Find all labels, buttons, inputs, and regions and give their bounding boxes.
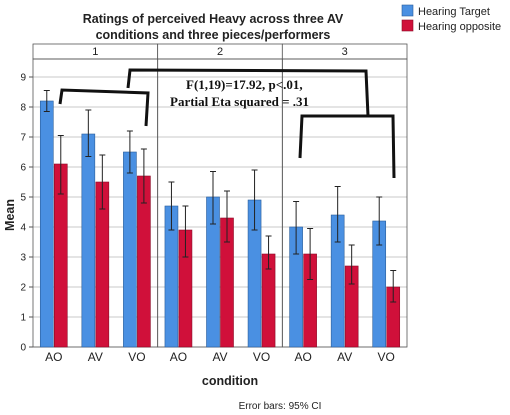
- y-tick-label-1: 1: [20, 313, 26, 324]
- legend: Hearing Target Hearing opposite: [401, 4, 501, 33]
- y-tick-label-3: 3: [20, 253, 26, 264]
- legend-swatch-hearing-opposite: [401, 19, 414, 32]
- annotation-stat-line-2: Partial Eta squared = .31: [170, 94, 309, 109]
- legend-label-hearing-target: Hearing Target: [418, 6, 490, 18]
- bar-panel1-av-hearing-target: [81, 133, 96, 348]
- x-tick-label-panel3-ao: AO: [294, 350, 311, 364]
- y-tick-label-4: 4: [20, 223, 26, 234]
- y-tick-label-0: 0: [20, 343, 26, 354]
- chart-title-line-2: conditions and three pieces/performers: [96, 28, 331, 42]
- x-tick-label-panel2-ao: AO: [170, 350, 187, 364]
- chart-title-line-1: Ratings of perceived Heavy across three …: [83, 12, 344, 26]
- x-tick-label-panel3-av: AV: [337, 350, 352, 364]
- legend-swatch-hearing-target: [401, 4, 414, 17]
- plot-area: 1 AO AV VO 2 AO AV VO 3 AO AV VO 0 1 2 3 4 5 6 7 8 9: [20, 43, 408, 364]
- annotation-stat-line-1: F(1,19)=17.92, p<.01,: [186, 77, 303, 92]
- x-axis-label: condition: [202, 374, 258, 388]
- x-tick-label-panel2-av: AV: [212, 350, 227, 364]
- y-tick-label-5: 5: [20, 193, 26, 204]
- panel-label-3: 3: [342, 46, 348, 58]
- y-tick-label-9: 9: [20, 73, 26, 84]
- footnote: Error bars: 95% CI: [239, 401, 322, 412]
- hand-drawn-annotation: F(1,19)=17.92, p<.01, Partial Eta square…: [58, 68, 396, 179]
- bar-panel1-vo-hearing-target: [123, 151, 137, 348]
- x-tick-label-panel2-vo: VO: [253, 350, 270, 364]
- y-tick-label-7: 7: [20, 133, 26, 144]
- annotation-bracket-right: [298, 114, 396, 179]
- annotation-bracket-top: [126, 68, 370, 117]
- legend-label-hearing-opposite: Hearing opposite: [418, 21, 501, 33]
- panel-frame-3: [281, 58, 408, 348]
- panel-label-2: 2: [217, 46, 223, 58]
- x-tick-label-panel3-vo: VO: [378, 350, 395, 364]
- y-axis-label: Mean: [3, 199, 17, 231]
- y-tick-label-6: 6: [20, 163, 26, 174]
- bar-panel1-ao-hearing-target: [39, 100, 54, 348]
- annotation-bracket-left: [58, 88, 150, 127]
- y-tick-label-2: 2: [20, 283, 26, 294]
- panel-label-1: 1: [92, 46, 98, 58]
- x-tick-label-panel1-av: AV: [88, 350, 103, 364]
- y-tick-label-8: 8: [20, 103, 26, 114]
- x-tick-label-panel1-ao: AO: [45, 350, 62, 364]
- x-tick-label-panel1-vo: VO: [128, 350, 145, 364]
